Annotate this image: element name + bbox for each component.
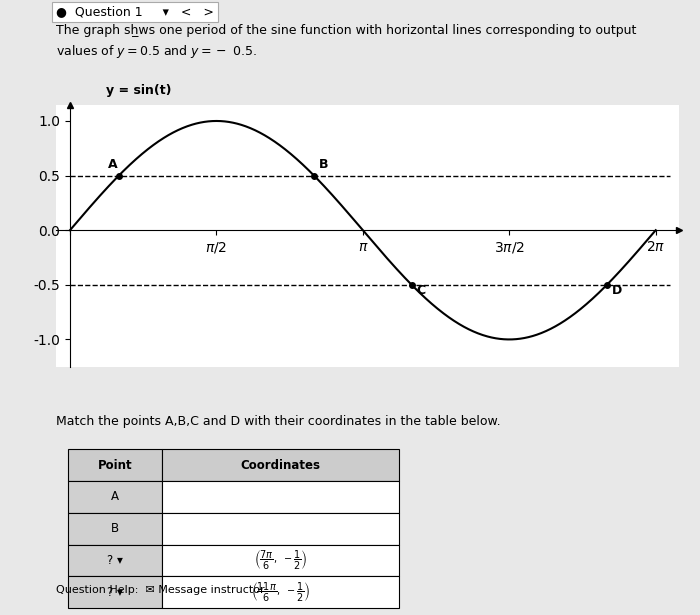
Text: ●  Question 1     ▾   <   >: ● Question 1 ▾ < > <box>56 6 214 18</box>
Text: values of $y = 0.5$ and $y = -\ 0.5$.: values of $y = 0.5$ and $y = -\ 0.5$. <box>56 43 258 60</box>
Text: ? ▾: ? ▾ <box>107 554 123 567</box>
Text: A: A <box>108 158 117 171</box>
Bar <box>69 545 162 576</box>
Bar <box>162 545 399 576</box>
Text: A: A <box>111 490 119 504</box>
Text: D: D <box>612 284 622 296</box>
Text: B: B <box>318 158 328 171</box>
Bar <box>69 481 162 513</box>
Text: Question Help:  ✉ Message instructor: Question Help: ✉ Message instructor <box>56 585 265 595</box>
Text: ? ▾: ? ▾ <box>107 586 123 599</box>
Bar <box>162 576 399 608</box>
Text: Coordinates: Coordinates <box>240 459 321 472</box>
Text: C: C <box>416 284 426 296</box>
Text: The graph sh̲ws one period of the sine function with horizontal lines correspond: The graph sh̲ws one period of the sine f… <box>56 24 636 37</box>
Text: y = sin(t): y = sin(t) <box>106 84 172 97</box>
Text: Match the points A,B,C and D with their coordinates in the table below.: Match the points A,B,C and D with their … <box>56 416 500 429</box>
Bar <box>162 513 399 545</box>
Bar <box>69 513 162 545</box>
Bar <box>162 449 399 481</box>
Text: $\left(\dfrac{7\pi}{6},\ -\dfrac{1}{2}\right)$: $\left(\dfrac{7\pi}{6},\ -\dfrac{1}{2}\r… <box>253 549 307 572</box>
Text: Point: Point <box>98 459 132 472</box>
Bar <box>69 449 162 481</box>
Text: B: B <box>111 522 119 535</box>
Bar <box>162 481 399 513</box>
Bar <box>69 576 162 608</box>
Text: $\left(\dfrac{11\pi}{6},\ -\dfrac{1}{2}\right)$: $\left(\dfrac{11\pi}{6},\ -\dfrac{1}{2}\… <box>251 581 310 604</box>
